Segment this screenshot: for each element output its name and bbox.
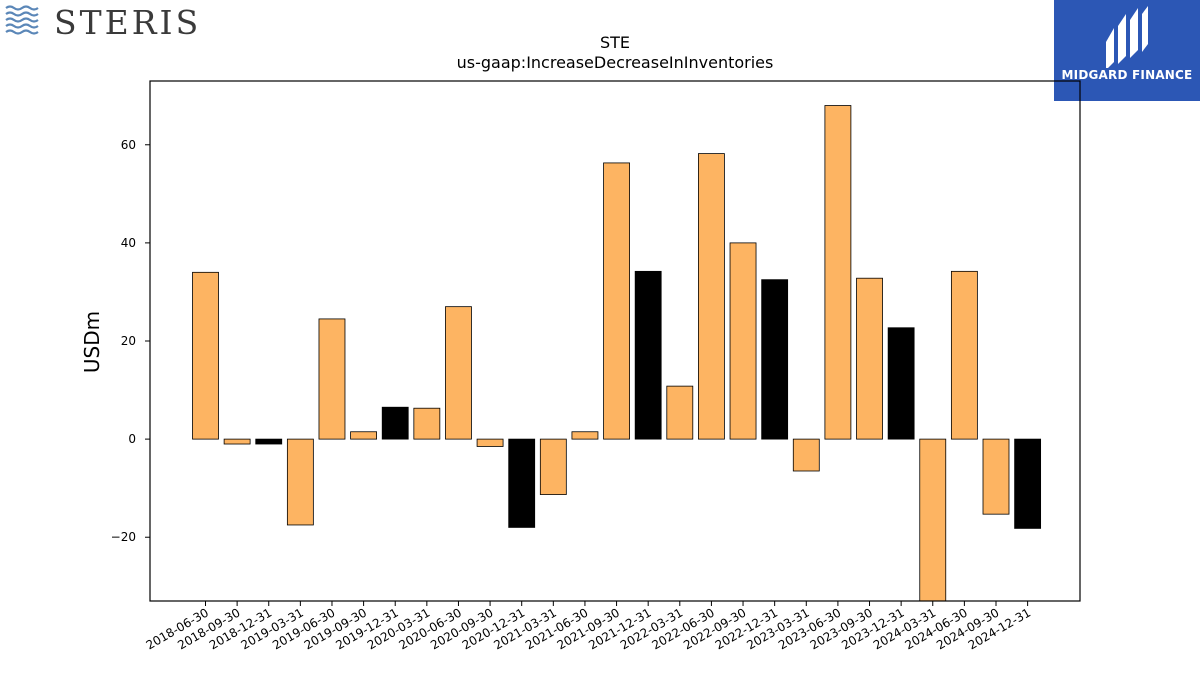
x-axis-ticks: 2018-06-302018-09-302018-12-312019-03-31… (144, 601, 1033, 652)
bar-2021-03-31 (539, 438, 567, 495)
y-axis-label: USDm (80, 311, 104, 373)
bar-2022-12-31 (761, 279, 789, 440)
bar-2020-03-31 (413, 407, 441, 440)
midgard-emblem-icon (1106, 6, 1148, 68)
y-tick-label: 20 (121, 334, 136, 348)
bar-2019-06-30 (318, 318, 346, 440)
bar-2024-06-30 (950, 270, 978, 440)
midgard-finance-text: MIDGARD FINANCE (1061, 68, 1193, 82)
bar-2023-06-30 (824, 105, 852, 440)
bar-2018-09-30 (223, 438, 251, 445)
chart-title: STE (600, 33, 630, 52)
bar-2024-09-30 (982, 438, 1010, 515)
bar-2018-06-30 (192, 271, 219, 440)
bar-2023-03-31 (792, 438, 820, 472)
bar-2022-06-30 (698, 153, 725, 440)
y-axis-ticks: −20 0 20 40 60 (111, 138, 150, 544)
midgard-finance-logo: MIDGARD FINANCE (1054, 0, 1200, 101)
chart-subtitle: us-gaap:IncreaseDecreaseInInventories (457, 53, 774, 72)
bar-2021-06-30 (571, 431, 599, 440)
bar-2021-12-31 (634, 270, 662, 440)
y-tick-label: 60 (121, 138, 136, 152)
y-tick-label: 40 (121, 236, 136, 250)
steris-logo: STERIS (5, 3, 201, 42)
y-tick-label: 0 (128, 432, 136, 446)
bar-2019-03-31 (286, 438, 314, 526)
bar-2023-12-31 (887, 327, 915, 440)
bar-2019-09-30 (350, 431, 378, 440)
bar-2019-12-31 (381, 406, 409, 440)
bar-2018-12-31 (255, 438, 283, 445)
y-tick-label: −20 (111, 530, 136, 544)
bar-2020-06-30 (445, 306, 472, 440)
bars (192, 105, 1042, 602)
bar-2020-12-31 (508, 438, 536, 528)
bar-2024-12-31 (1014, 438, 1042, 529)
bar-2022-03-31 (666, 385, 694, 440)
bar-2021-09-30 (603, 162, 630, 440)
bar-2024-03-31 (919, 438, 947, 602)
bar-2023-09-30 (856, 277, 883, 440)
steris-logo-text: STERIS (54, 3, 201, 42)
bar-2020-09-30 (476, 438, 504, 447)
bar-2022-09-30 (729, 242, 757, 440)
plot-frame (149, 80, 1081, 602)
steris-wave-icon (5, 5, 39, 35)
